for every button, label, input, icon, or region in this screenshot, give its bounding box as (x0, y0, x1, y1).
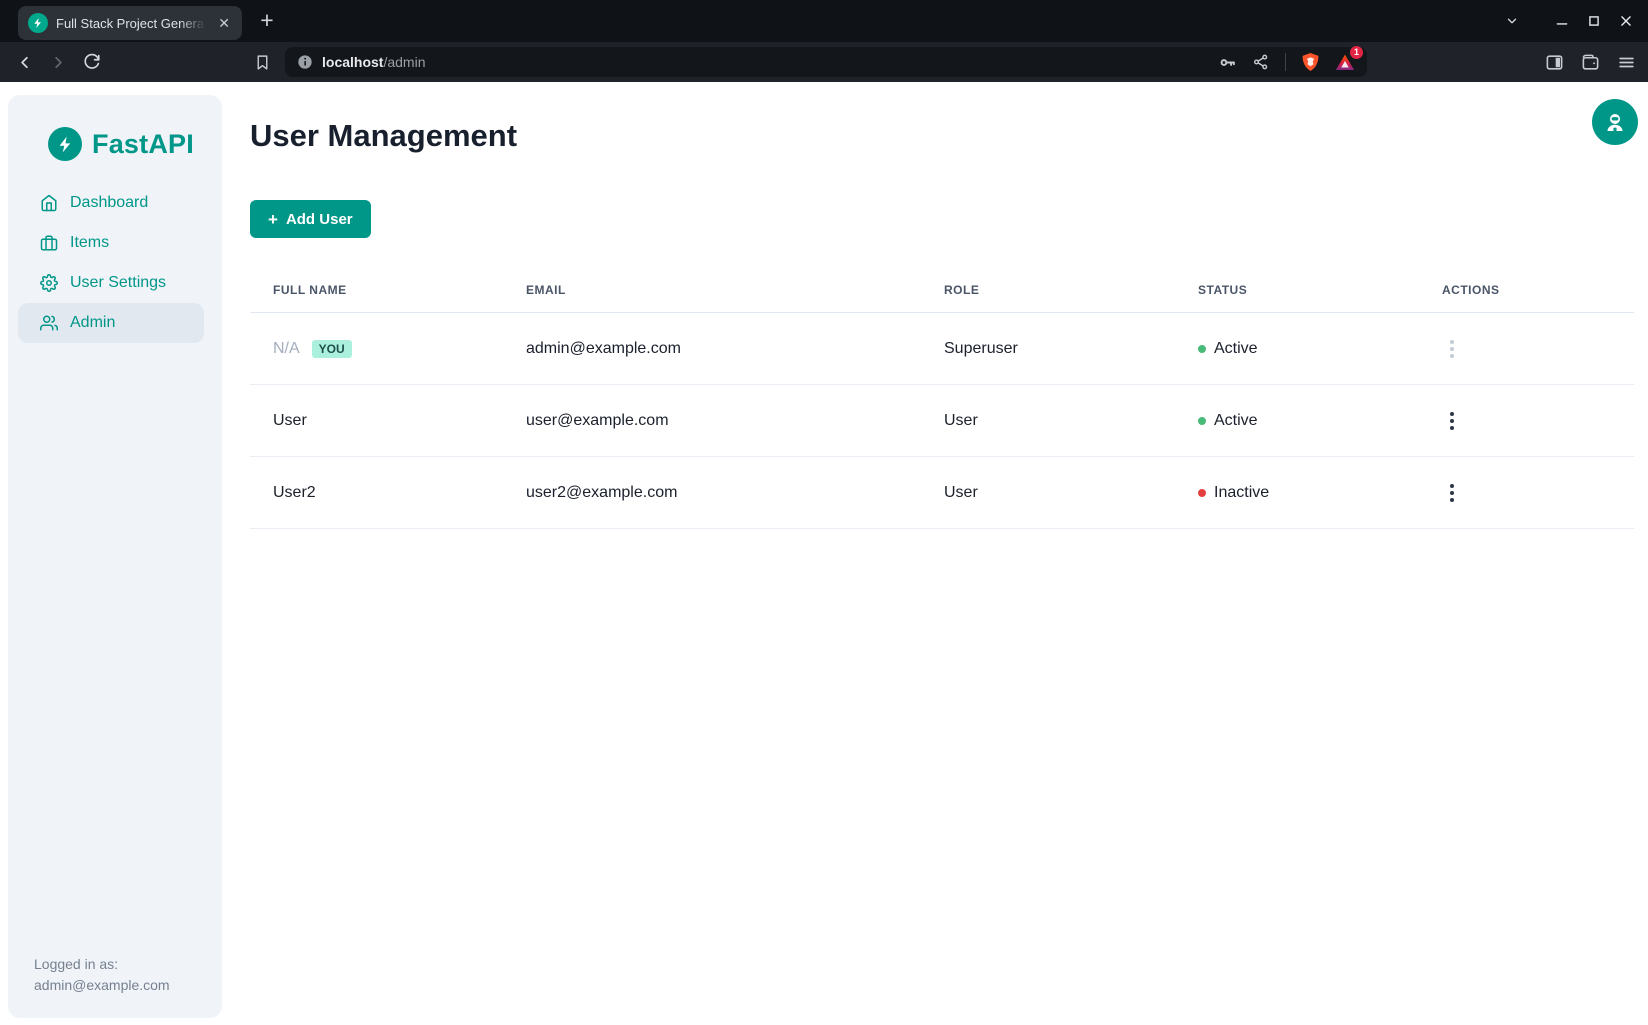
cell-actions (1419, 406, 1634, 436)
url-text: localhost/admin (322, 54, 426, 70)
gear-icon (40, 274, 58, 292)
logged-in-info: Logged in as: admin@example.com (34, 954, 170, 996)
cell-role: Superuser (944, 339, 1018, 357)
cell-role: User (944, 411, 978, 429)
table-row: User2 user2@example.com User Inactive (250, 457, 1634, 529)
browser-toolbar: localhost/admin 1 (0, 42, 1648, 82)
cell-full-name: N/A YOU (250, 339, 503, 358)
minimize-button-icon[interactable] (1546, 0, 1578, 42)
wallet-icon[interactable] (1581, 53, 1600, 72)
brave-rewards-icon[interactable]: 1 (1335, 45, 1363, 72)
cell-status: Active (1175, 412, 1419, 430)
sidebar-item-label: Admin (70, 314, 116, 331)
sidebar: FastAPI Dashboard Items User Settings Ad… (8, 95, 222, 1018)
page-content: FastAPI Dashboard Items User Settings Ad… (0, 82, 1648, 1025)
tab-close-icon[interactable]: ✕ (218, 15, 230, 31)
page-title: User Management (250, 118, 518, 153)
cell-email: admin@example.com (526, 339, 681, 357)
row-actions-kebab-icon (1442, 334, 1462, 364)
browser-tab-bar: Full Stack Project Genera ✕ + (0, 0, 1648, 42)
cell-actions (1419, 334, 1634, 364)
col-header-actions: ACTIONS (1442, 283, 1500, 297)
sidebar-item-label: Dashboard (70, 194, 149, 211)
browser-tab[interactable]: Full Stack Project Genera ✕ (18, 6, 242, 40)
forward-icon[interactable] (46, 50, 70, 74)
url-bar-actions: 1 (1218, 45, 1363, 73)
url-host: localhost (322, 54, 384, 70)
back-icon[interactable] (12, 50, 36, 74)
tab-search-chevron-icon[interactable] (1496, 0, 1528, 42)
rewards-badge: 1 (1350, 45, 1363, 59)
tab-title: Full Stack Project Genera (56, 15, 205, 31)
fastapi-logo: FastAPI (48, 127, 222, 161)
status-dot-icon (1198, 416, 1206, 425)
status-value: Active (1214, 339, 1258, 357)
new-tab-button[interactable]: + (260, 7, 274, 33)
toolbar-divider (1285, 53, 1286, 71)
row-actions-kebab-icon[interactable] (1442, 478, 1462, 508)
cell-email: user@example.com (526, 411, 669, 429)
table-header-row: FULL NAME EMAIL ROLE STATUS ACTIONS (250, 268, 1634, 313)
brave-shield-icon[interactable] (1301, 52, 1320, 73)
logged-in-email: admin@example.com (34, 977, 170, 993)
lightning-bolt-icon (48, 127, 82, 161)
col-header-status: STATUS (1198, 283, 1248, 297)
users-table: FULL NAME EMAIL ROLE STATUS ACTIONS N/A … (250, 268, 1634, 529)
sidebar-item-user-settings[interactable]: User Settings (18, 263, 204, 303)
favicon-lightning-icon (28, 13, 48, 33)
cell-actions (1419, 478, 1634, 508)
logo-text: FastAPI (92, 128, 194, 159)
cell-email: user2@example.com (526, 483, 678, 501)
status-value: Active (1214, 411, 1258, 429)
col-header-full-name: FULL NAME (273, 283, 347, 297)
sidebar-item-admin[interactable]: Admin (18, 303, 204, 343)
share-icon[interactable] (1252, 53, 1270, 71)
site-info-icon[interactable] (297, 54, 313, 70)
col-header-email: EMAIL (526, 283, 566, 297)
logged-in-label: Logged in as: (34, 956, 119, 972)
status-dot-icon (1198, 488, 1206, 497)
add-user-label: Add User (285, 210, 353, 228)
menu-hamburger-icon[interactable] (1617, 53, 1636, 72)
sidebar-item-items[interactable]: Items (18, 223, 204, 263)
cell-full-name: User2 (273, 483, 316, 501)
bookmark-icon[interactable] (250, 50, 274, 74)
sidebar-item-dashboard[interactable]: Dashboard (18, 183, 204, 223)
briefcase-icon (40, 235, 58, 251)
window-controls (1496, 0, 1642, 42)
table-row: User user@example.com User Active (250, 385, 1634, 457)
key-icon[interactable] (1218, 53, 1237, 72)
sidebar-item-label: User Settings (70, 274, 167, 291)
url-bar[interactable]: localhost/admin 1 (285, 45, 1367, 77)
close-window-button-icon[interactable] (1610, 0, 1642, 42)
col-header-role: ROLE (944, 283, 980, 297)
user-astronaut-icon (1607, 114, 1623, 131)
full-name-value: N/A (273, 339, 300, 357)
reload-icon[interactable] (80, 50, 104, 74)
sidebar-item-label: Items (70, 234, 110, 251)
toolbar-right-icons (1545, 42, 1636, 82)
add-user-button[interactable]: + Add User (250, 200, 371, 238)
users-icon (40, 315, 58, 331)
table-row: N/A YOU admin@example.com Superuser Acti… (250, 313, 1634, 385)
sidebar-nav: Dashboard Items User Settings Admin (8, 183, 222, 343)
cell-status: Active (1175, 340, 1419, 358)
cell-status: Inactive (1175, 484, 1419, 502)
status-value: Inactive (1214, 483, 1270, 501)
plus-icon: + (268, 209, 278, 229)
status-dot-icon (1198, 344, 1206, 353)
row-actions-kebab-icon[interactable] (1442, 406, 1462, 436)
cell-full-name: User (273, 411, 307, 429)
home-icon (41, 194, 57, 212)
user-menu-avatar-button[interactable] (1592, 99, 1638, 145)
you-badge: YOU (311, 339, 352, 358)
sidebar-toggle-icon[interactable] (1545, 53, 1564, 72)
url-path: /admin (383, 54, 426, 70)
cell-role: User (944, 483, 978, 501)
maximize-button-icon[interactable] (1578, 0, 1610, 42)
